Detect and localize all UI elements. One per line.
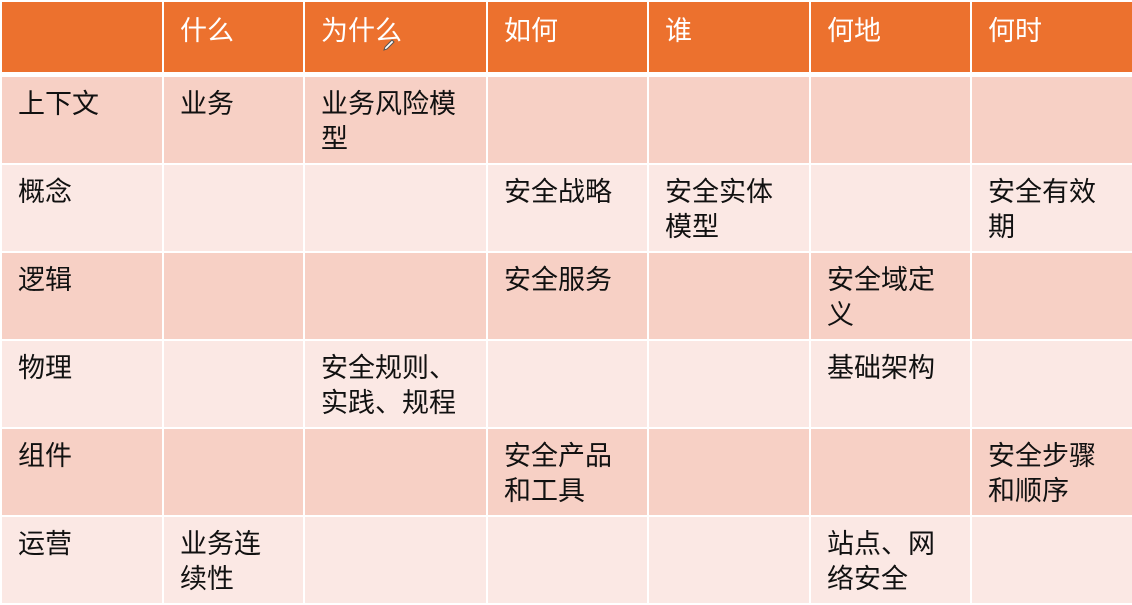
cell-where: 安全域定义 [809,251,972,341]
header-cell-when: 何时 [970,0,1132,77]
row-label-cell: 上下文 [0,73,164,165]
cell-why [303,427,488,517]
table-row: 概念 安全战略 安全实体模型 安全有效期 [0,163,1132,253]
table-row: 逻辑 安全服务 安全域定义 [0,251,1132,341]
cell-where [809,427,972,517]
cell-why: 安全规则、实践、规程 [303,339,488,429]
cell-why: 业务风险模型 [303,73,488,165]
table-row: 运营 业务连续性 站点、网络安全 [0,515,1132,605]
header-cell-where: 何地 [809,0,972,77]
cell-who [647,251,811,341]
row-label-cell: 组件 [0,427,164,517]
row-label-cell: 逻辑 [0,251,164,341]
row-label-cell: 概念 [0,163,164,253]
cell-who [647,73,811,165]
cell-what [162,339,305,429]
cell-what [162,251,305,341]
table-row: 上下文 业务 业务风险模型 [0,73,1132,165]
cell-who [647,427,811,517]
cell-how [486,73,649,165]
cell-how [486,339,649,429]
cell-where: 站点、网络安全 [809,515,972,605]
cell-who [647,515,811,605]
header-cell-how: 如何 [486,0,649,77]
cell-what [162,427,305,517]
cell-how: 安全战略 [486,163,649,253]
cell-what [162,163,305,253]
cell-what: 业务连续性 [162,515,305,605]
cell-when: 安全步骤和顺序 [970,427,1132,517]
header-cell-corner [0,0,164,77]
cell-when [970,251,1132,341]
cell-how: 安全产品和工具 [486,427,649,517]
cell-how [486,515,649,605]
cell-why [303,515,488,605]
cell-when [970,515,1132,605]
header-row: 什么 为什么 如何 谁 何地 何时 [0,0,1132,77]
cell-where: 基础架构 [809,339,972,429]
cell-when [970,339,1132,429]
header-cell-what: 什么 [162,0,305,77]
cell-where [809,163,972,253]
cell-how: 安全服务 [486,251,649,341]
header-cell-who: 谁 [647,0,811,77]
cell-where [809,73,972,165]
row-label-cell: 运营 [0,515,164,605]
cell-who [647,339,811,429]
header-cell-why: 为什么 [303,0,488,77]
table-row: 物理 安全规则、实践、规程 基础架构 [0,339,1132,429]
table-row: 组件 安全产品和工具 安全步骤和顺序 [0,427,1132,517]
row-label-cell: 物理 [0,339,164,429]
cell-when: 安全有效期 [970,163,1132,253]
cell-why [303,251,488,341]
cell-what: 业务 [162,73,305,165]
cell-when [970,73,1132,165]
pencil-icon [383,39,395,51]
cell-who: 安全实体模型 [647,163,811,253]
cell-why [303,163,488,253]
